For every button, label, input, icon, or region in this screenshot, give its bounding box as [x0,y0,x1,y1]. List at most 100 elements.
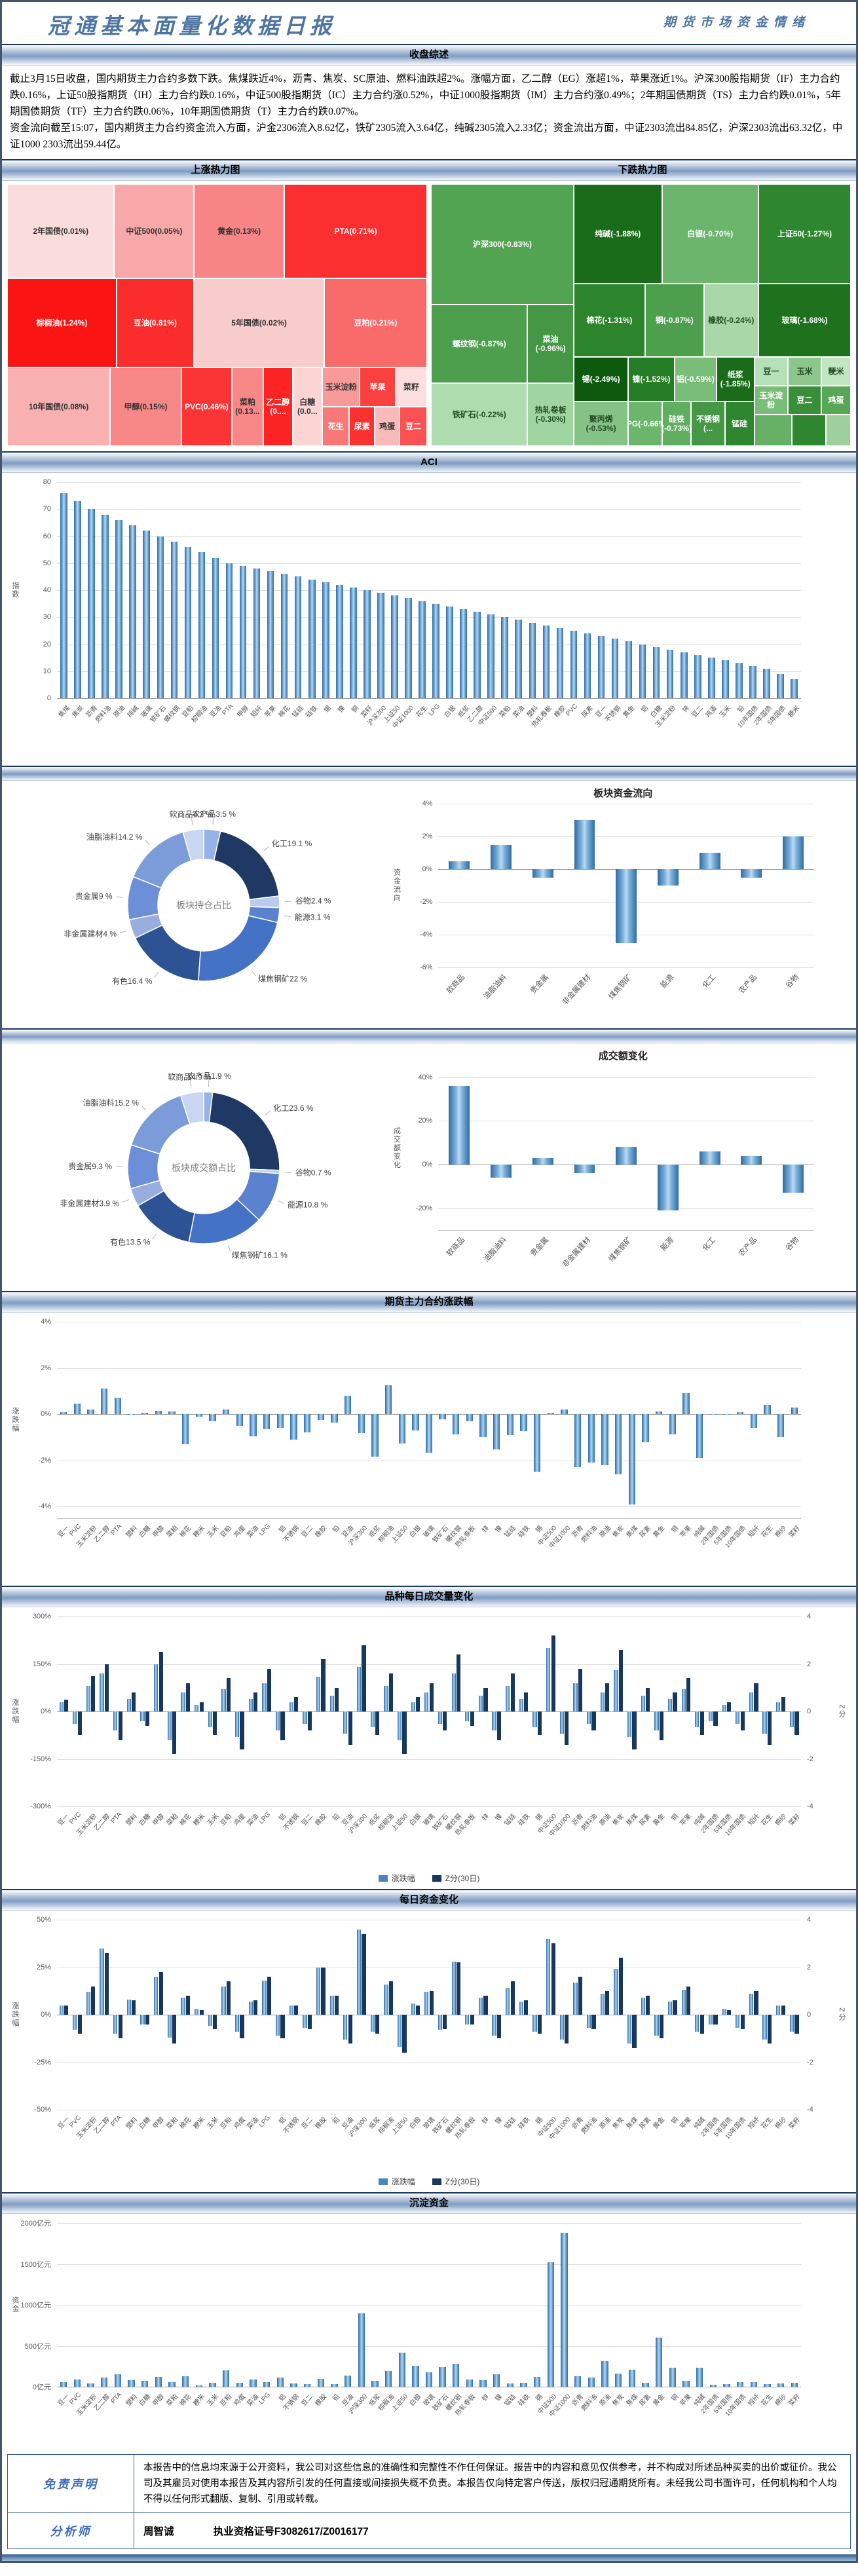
y-axis-tick: 20% [418,1117,433,1125]
涨跌幅-bar [695,2015,699,2032]
gridline [57,1506,801,1508]
涨跌幅-bar [789,1711,794,1728]
沉淀资金-bar [182,2376,189,2387]
y2-axis-tick: -2 [807,2058,813,2066]
volume-change-chart: 300% 150% 0% -150% -300% 4 2 0 -2 -4 涨跌幅 Z分 豆一 PVC 玉米淀… [11,1613,846,1885]
涨跌幅-bar [356,1929,362,2015]
涨跌幅-bar [641,1695,645,1711]
Z分(30日)-bar [605,1683,610,1711]
gridline [57,563,801,564]
ACI-bar [157,536,164,698]
Z分(30日)-bar [280,1711,285,1740]
涨跌幅-bar [614,1670,618,1711]
treemap-tile: 乙二醇(0.... [263,367,293,446]
Z分(30日)-bar [699,1711,704,1736]
y-axis-tick: -50% [34,2106,51,2114]
sector-flow-title: 板块资金流向 [593,788,653,799]
plot-area: 80 70 60 50 40 30 20 10 0 指数 [11,478,801,702]
涨跌幅-bar [356,1667,362,1711]
涨跌幅-bar [412,1414,419,1430]
Z分(30日)-bar [551,1943,555,2015]
涨跌幅-bar [736,1412,744,1415]
Z分(30日)-bar [578,1977,582,2015]
y-axis-tick: 2% [422,832,433,840]
涨跌幅-bar [262,1980,267,2015]
Z分(30日)-bar [213,1711,217,1736]
涨跌幅-bar [776,1702,781,1711]
analyst-cert: 执业资格证号F3082617/Z0016177 [213,2526,369,2537]
section-banner-deposit: 沉淀资金 [2,2192,856,2214]
涨跌幅-bar [722,2009,726,2015]
treemap-tile: 2年国债(0.01%) [7,184,115,278]
treemap-tile: 白银(-0.70%) [662,184,758,284]
涨跌幅-bar [290,1414,297,1440]
资金流向-bar [532,869,553,878]
涨跌幅-bar [777,1414,785,1438]
Z分(30日)-bar [388,1673,393,1711]
treemap-tile: 苹果 [360,367,396,407]
Z分(30日)-bar [713,2015,718,2025]
heatmap-banners: 上涨热力图 下跌热力图 [2,159,856,181]
涨跌幅-bar [59,2005,64,2015]
gridline [57,509,801,510]
沉淀资金-bar [384,2371,392,2387]
沉淀资金-bar [506,2383,514,2387]
涨跌幅-bar [113,2015,118,2034]
涨跌幅-bar [303,1414,311,1433]
plot-area: 300% 150% 0% -150% -300% 4 2 0 -2 -4 涨跌幅 Z分 [11,1613,846,1810]
treemap-tile: 花生 [322,407,350,446]
bottom-accent-strip [2,2554,856,2561]
Z分(30日)-bar [104,1664,109,1711]
gridline [57,482,801,483]
ACI-bar [529,622,536,698]
ACI-bar [364,590,371,698]
涨跌幅-bar [343,2015,348,2040]
Z分(30日)-bar [335,1687,339,1712]
x-axis-labels: 软商品 油脂油料 贵金属 非金属建材 煤焦钢矿 能源 化工 农产品 谷物 [438,968,814,1019]
资金流向-bar [783,836,804,869]
涨跌幅-bar [681,1689,686,1711]
涨跌幅-bar [547,1413,555,1415]
Z分(30日)-bar [524,1692,529,1711]
涨跌幅-bar [59,1702,64,1711]
涨跌幅-bar [532,2015,537,2032]
涨跌幅-bar [451,1673,456,1711]
涨跌幅-bar [641,1997,645,2015]
treemap-tile: 菜籽 [395,367,427,407]
沉淀资金-bar [588,2378,595,2387]
沉淀资金-bar [520,2383,527,2387]
Z分(30日)-bar [726,1702,732,1711]
treemap-tile: 5年国债(0.02%) [194,278,324,367]
donut-slice-label: 非金属建材4 % [64,929,117,939]
plot-area: 50% 25% 0% -25% -50% 4 2 0 -2 -4 涨跌幅 Z分 [11,1916,846,2114]
treemap-tile: 白糖(0.0... [292,367,322,446]
donut-slice-label: 农产品1.9 % [187,1072,231,1081]
ACI-bar [377,593,384,698]
sector-flow-panel: 板块资金流向 4% 2% 0% -2% -4% -6% 资金流向 软商品 油脂油料 贵金属 非金属建… [392,781,851,1024]
涨跌幅-bar [696,1414,703,1458]
Z分(30日)-bar [388,1981,393,2015]
涨跌幅-bar [532,1711,537,1728]
holdings-section: 农产品3.5 % 化工19.1 % 谷物2.4 % 能源3.1 % 煤焦钢矿22 % 有色… [2,781,856,1028]
涨跌幅-bar [209,1414,216,1421]
Z分(30日)-bar [726,2009,732,2015]
涨跌幅-bar [438,1711,443,1725]
Z分(30日)-bar [77,1711,82,1736]
treemap-tile: LPG(-0.66%) [628,401,662,446]
涨跌幅-bar [587,1711,591,1725]
y2-axis-label: Z分 [838,1704,846,1719]
treemap-tile [754,415,793,446]
Z分(30日)-bar [132,2000,136,2015]
disclaimer-label: 免责声明 [7,2454,134,2513]
ACI-bar [570,630,578,698]
section-banner-heatmap-up: 上涨热力图 [2,159,429,181]
沉淀资金-bar [669,2368,676,2387]
market-summary: 截止3月15日收盘，国内期货主力合约多数下跌。焦煤跌近4%，沥青、焦炭、SC原油… [2,65,856,159]
donut-label-line [278,1200,284,1204]
涨跌幅-bar [221,1986,226,2015]
涨跌幅-bar [73,1711,77,1725]
Z分(30日)-bar [565,1711,569,1745]
涨跌幅-bar [195,1705,199,1711]
treemap-tile: 粳米 [821,357,851,386]
fund-change-chart: 50% 25% 0% -25% -50% 4 2 0 -2 -4 涨跌幅 Z分 豆一 PVC 玉米淀粉 乙二醇… [11,1916,846,2188]
